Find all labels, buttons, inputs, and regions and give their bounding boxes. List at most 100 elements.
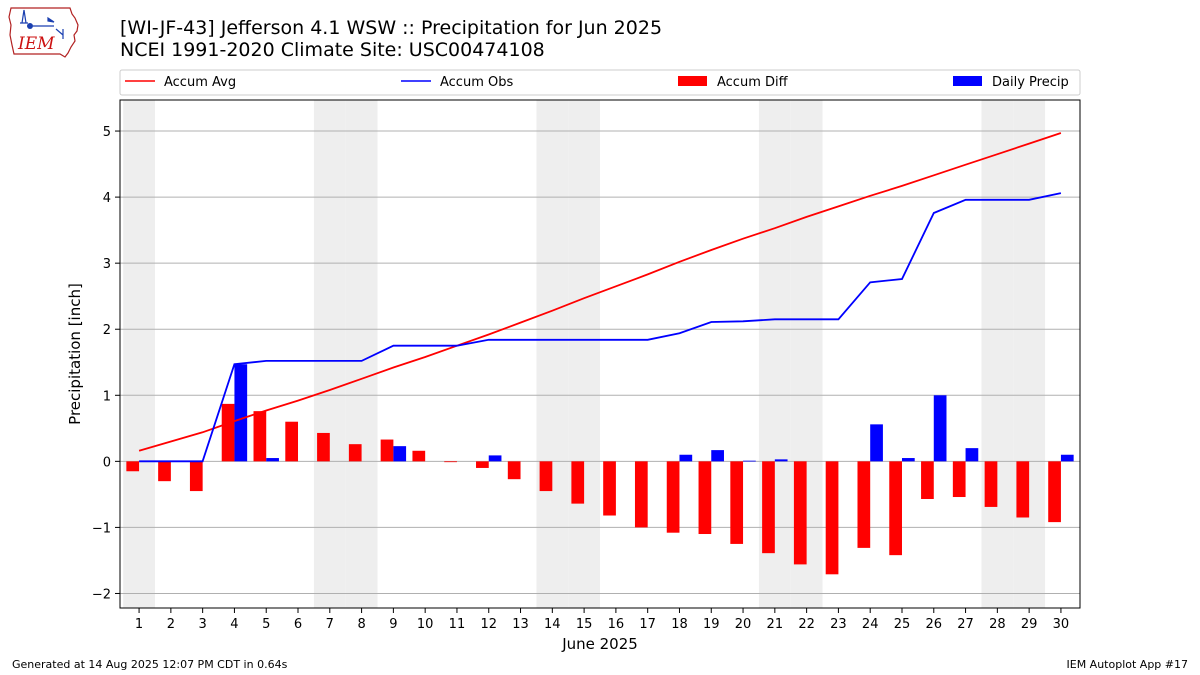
x-tick-label: 27 xyxy=(957,617,974,632)
x-tick-label: 18 xyxy=(671,617,688,632)
legend-accum-diff-label: Accum Diff xyxy=(717,75,789,90)
app-label: IEM Autoplot App #17 xyxy=(1066,658,1189,671)
x-tick-label: 19 xyxy=(703,617,720,632)
daily-precip-bar xyxy=(870,424,883,462)
x-tick-label: 15 xyxy=(576,617,593,632)
wind-vane-icon xyxy=(33,16,64,39)
x-tick-label: 9 xyxy=(389,617,397,632)
accum-diff-bar xyxy=(348,444,362,462)
accum-diff-bar xyxy=(539,461,553,492)
daily-precip-bar xyxy=(711,450,724,462)
accum-diff-bar xyxy=(221,403,235,462)
daily-precip-bar xyxy=(1060,454,1074,462)
iem-logo: IEM xyxy=(8,7,79,58)
title-line-1: [WI-JF-43] Jefferson 4.1 WSW :: Precipit… xyxy=(120,17,663,39)
x-tick-label: 13 xyxy=(512,617,529,632)
x-tick-label: 3 xyxy=(199,617,207,632)
daily-precip-bar xyxy=(266,458,279,462)
x-axis-label: June 2025 xyxy=(561,635,638,653)
accum-diff-bar xyxy=(730,461,744,544)
weekend-shade-day-8 xyxy=(345,100,378,608)
accum-diff-bar xyxy=(666,461,680,533)
logo-text: IEM xyxy=(17,34,55,54)
daily-precip-bar xyxy=(743,460,756,462)
accum-diff-bar xyxy=(507,461,521,480)
x-axis: 1 2 3 4 5 6 7 8 9 10 11 12 13 14 15 16 17 18 19 20 21 22 23 24 2… xyxy=(135,608,1069,632)
series-lines xyxy=(138,132,1062,463)
daily-precip-bar xyxy=(393,446,407,462)
x-tick-label: 6 xyxy=(294,617,302,632)
generated-timestamp: Generated at 14 Aug 2025 12:07 PM CDT in… xyxy=(12,658,288,671)
weekend-shade-day-7 xyxy=(313,100,346,608)
x-tick-label: 11 xyxy=(449,617,466,632)
y-tick-label: 2 xyxy=(103,323,111,338)
x-tick-label: 26 xyxy=(926,617,943,632)
daily-precip-bar xyxy=(234,364,248,462)
accum-diff-bar xyxy=(952,461,966,498)
iowa-outline xyxy=(8,7,79,58)
y-tick-label: 0 xyxy=(103,455,111,470)
x-tick-label: 24 xyxy=(862,617,879,632)
y-axis-label: Precipitation [inch] xyxy=(66,283,84,425)
accum-diff-bar xyxy=(380,439,394,462)
accum-avg-line xyxy=(138,132,1062,452)
chart-title: [WI-JF-43] Jefferson 4.1 WSW :: Precipit… xyxy=(120,17,662,61)
weekend-shade-day-28 xyxy=(981,100,1014,608)
x-tick-label: 20 xyxy=(735,617,752,632)
accum-diff-bar xyxy=(444,461,457,463)
x-tick-label: 8 xyxy=(357,617,365,632)
plot-frame xyxy=(119,99,1081,609)
x-tick-label: 28 xyxy=(989,617,1006,632)
x-tick-label: 30 xyxy=(1053,617,1070,632)
accum-diff-bar xyxy=(189,461,203,492)
x-tick-label: 10 xyxy=(417,617,434,632)
legend: Accum Avg Accum Obs Accum Diff Daily Pre… xyxy=(119,69,1081,96)
y-tick-label: 4 xyxy=(103,191,111,206)
y-tick-label: 3 xyxy=(103,257,111,272)
x-tick-label: 21 xyxy=(767,617,784,632)
x-tick-label: 5 xyxy=(262,617,270,632)
x-tick-label: 4 xyxy=(230,617,238,632)
x-tick-label: 29 xyxy=(1021,617,1038,632)
accum-diff-bar xyxy=(1048,461,1061,523)
bars xyxy=(126,364,1074,575)
legend-daily-precip-label: Daily Precip xyxy=(992,75,1069,90)
accum-diff-bar xyxy=(698,461,712,535)
daily-precip-bar xyxy=(774,459,788,462)
x-tick-label: 7 xyxy=(326,617,334,632)
accum-diff-bar xyxy=(158,461,171,482)
accum-diff-bar xyxy=(984,461,998,507)
x-tick-label: 23 xyxy=(830,617,847,632)
accum-diff-bar xyxy=(1016,461,1030,518)
legend-box xyxy=(119,69,1081,96)
accum-diff-bar xyxy=(126,461,140,472)
accum-diff-bar xyxy=(476,461,489,468)
x-tick-label: 1 xyxy=(135,617,143,632)
legend-accum-diff-swatch xyxy=(678,76,707,86)
x-tick-label: 22 xyxy=(798,617,815,632)
legend-daily-precip-swatch xyxy=(953,76,982,86)
legend-accum-avg-label: Accum Avg xyxy=(164,75,236,90)
accum-diff-bar xyxy=(253,411,267,462)
weekend-shade-day-29 xyxy=(1013,100,1046,608)
weekend-shading xyxy=(123,100,1046,608)
x-tick-label: 12 xyxy=(480,617,497,632)
accum-diff-bar xyxy=(762,461,775,554)
title-line-2: NCEI 1991-2020 Climate Site: USC00474108 xyxy=(120,39,545,61)
weekend-shade-day-15 xyxy=(568,100,600,608)
accum-diff-bar xyxy=(285,421,299,462)
accum-obs-line xyxy=(139,192,1062,463)
accum-diff-bar xyxy=(825,461,839,575)
daily-precip-bar xyxy=(901,458,915,462)
x-tick-label: 25 xyxy=(894,617,911,632)
accum-diff-bar xyxy=(603,461,616,516)
x-tick-label: 2 xyxy=(167,617,175,632)
tower-icon xyxy=(20,9,28,24)
daily-precip-bar xyxy=(933,395,947,462)
x-tick-label: 16 xyxy=(608,617,625,632)
accum-diff-bar xyxy=(571,461,585,504)
accum-diff-bar xyxy=(793,461,807,565)
daily-precip-bar xyxy=(679,454,693,462)
daily-precip-bar xyxy=(488,455,502,462)
